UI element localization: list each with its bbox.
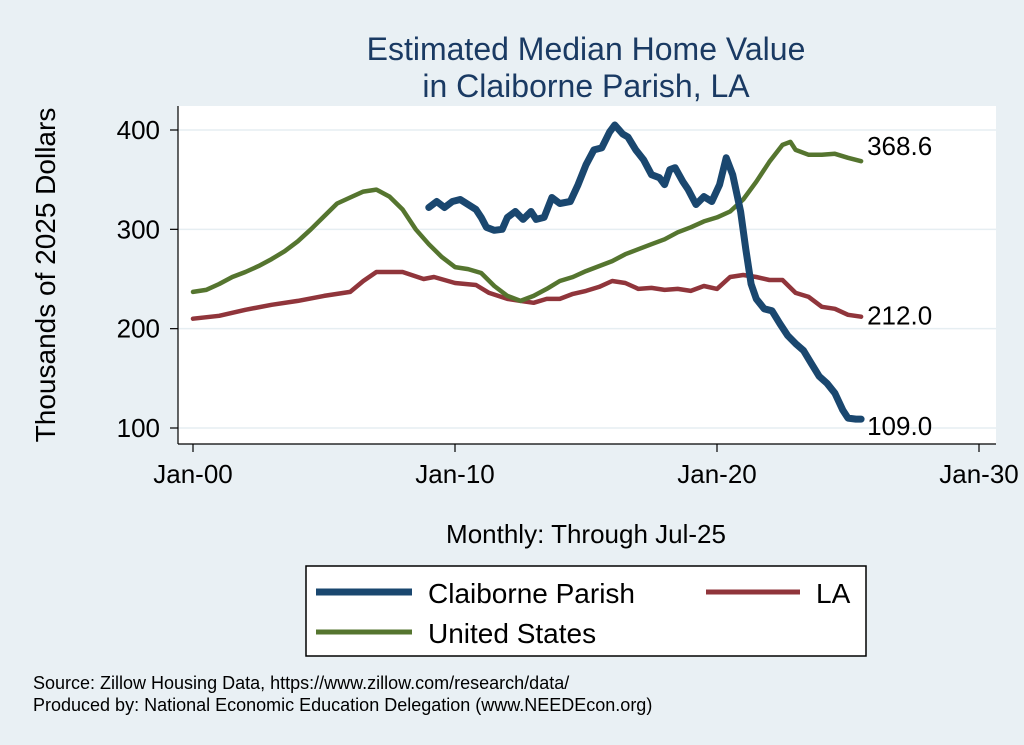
source-line-1: Source: Zillow Housing Data, https://www… [33, 673, 569, 693]
chart-title-line-1: Estimated Median Home Value [367, 31, 806, 67]
y-axis-label: Thousands of 2025 Dollars [30, 108, 61, 443]
end-label-united-states: 368.6 [867, 131, 932, 161]
y-tick-label-300: 300 [117, 214, 160, 244]
legend-box [305, 565, 867, 657]
y-tick-label-400: 400 [117, 115, 160, 145]
end-labels: 109.0 212.0 368.6 [867, 131, 932, 441]
series-line-claiborne-parish [425, 121, 865, 423]
series-line-la [190, 269, 864, 321]
series-line-united-states [190, 139, 864, 304]
legend-label-la: LA [816, 578, 851, 609]
x-tick-label-jan-10: Jan-10 [415, 459, 495, 489]
end-label-claiborne-parish: 109.0 [867, 411, 932, 441]
gridlines [178, 129, 996, 429]
series-lines [190, 121, 865, 423]
axes: 100 200 300 400 Jan-00 Jan-10 Jan-20 Jan-30 [117, 106, 1019, 489]
x-tick-label-jan-00: Jan-00 [153, 459, 233, 489]
end-label-la: 212.0 [867, 301, 932, 331]
x-tick-label-jan-20: Jan-20 [677, 459, 757, 489]
y-tick-label-200: 200 [117, 314, 160, 344]
y-tick-label-100: 100 [117, 413, 160, 443]
x-tick-label-jan-30: Jan-30 [939, 459, 1019, 489]
legend: Claiborne Parish LA United States [305, 565, 867, 657]
source-line-2: Produced by: National Economic Education… [33, 695, 652, 715]
chart-title-line-2: in Claiborne Parish, LA [422, 68, 750, 104]
x-axis-label: Monthly: Through Jul-25 [446, 519, 726, 549]
legend-label-united-states: United States [428, 618, 596, 649]
legend-label-claiborne-parish: Claiborne Parish [428, 578, 635, 609]
